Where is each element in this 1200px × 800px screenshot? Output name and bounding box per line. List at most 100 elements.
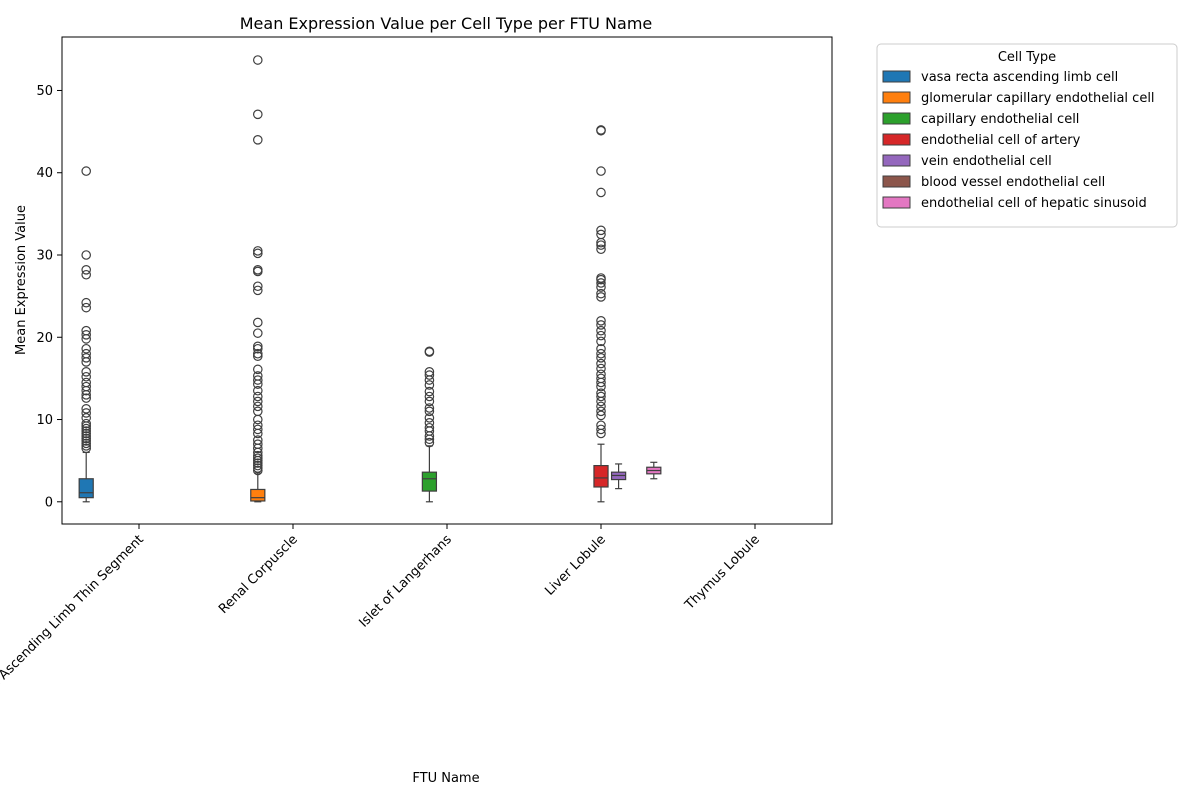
outlier-point xyxy=(81,371,91,382)
outlier-point xyxy=(81,250,91,260)
outlier-point xyxy=(596,358,606,369)
outlier-point xyxy=(424,403,435,413)
outlier-point xyxy=(252,364,263,375)
outlier-point xyxy=(424,396,435,407)
legend-title: Cell Type xyxy=(998,50,1056,65)
outlier-point xyxy=(424,406,435,417)
outlier-point xyxy=(596,278,606,288)
box-iqr xyxy=(78,478,94,499)
outlier-point xyxy=(252,463,263,473)
outlier-point xyxy=(81,438,91,449)
outlier-point xyxy=(81,353,91,363)
x-tick-label: Renal Corpuscle xyxy=(216,532,301,617)
outlier-point xyxy=(252,424,263,435)
x-tick-label: Liver Lobule xyxy=(542,532,609,599)
outlier-point xyxy=(252,246,263,256)
outlier-point xyxy=(252,453,263,463)
outlier-point xyxy=(596,282,606,292)
legend: Cell Type vasa recta ascending limb cell g… xyxy=(876,43,1178,228)
outlier-point xyxy=(81,269,91,280)
outlier-point xyxy=(252,281,263,292)
outlier-point xyxy=(81,297,91,308)
outlier-point xyxy=(596,240,606,250)
legend-entry: endothelial cell of artery xyxy=(921,133,1081,148)
outlier-point xyxy=(596,363,606,374)
outlier-point xyxy=(596,288,606,299)
outlier-point xyxy=(81,408,91,418)
box-iqr xyxy=(593,464,609,488)
outlier-point xyxy=(424,418,435,428)
outlier-point xyxy=(596,316,606,326)
outlier-point xyxy=(424,413,435,423)
outlier-point xyxy=(596,292,606,302)
outlier-point xyxy=(81,428,91,439)
outlier-point xyxy=(596,410,606,421)
outlier-point xyxy=(81,433,91,444)
outlier-point xyxy=(252,371,263,381)
outlier-point xyxy=(252,109,263,120)
outlier-point xyxy=(81,404,91,414)
legend-entry: blood vessel endothelial cell xyxy=(921,175,1105,190)
outlier-point xyxy=(596,330,606,341)
outlier-point xyxy=(81,426,91,436)
outlier-point xyxy=(424,370,435,380)
outlier-point xyxy=(252,351,263,361)
outlier-point xyxy=(596,424,606,435)
outlier-point xyxy=(81,348,91,359)
outlier-point xyxy=(252,343,263,354)
x-tick-label: Loop Of Henle Ascending Limb Thin Segmen… xyxy=(0,532,147,751)
outlier-point xyxy=(81,265,91,275)
outlier-point xyxy=(252,396,263,407)
outlier-point xyxy=(596,125,606,135)
y-tick-label: 40 xyxy=(36,166,53,181)
outlier-point xyxy=(424,380,435,390)
outlier-point xyxy=(596,401,606,412)
outlier-point xyxy=(252,391,263,402)
y-tick-label: 10 xyxy=(36,413,53,428)
outlier-point xyxy=(252,465,263,476)
outlier-point xyxy=(596,336,606,347)
outlier-point xyxy=(596,225,606,236)
legend-entry: endothelial cell of hepatic sinusoid xyxy=(921,196,1147,211)
outlier-point xyxy=(252,460,263,471)
plot-area: 0 10 20 30 40 50 Loop Of Henle Ascending Limb … xyxy=(0,36,833,751)
outlier-point xyxy=(596,273,606,283)
outlier-point xyxy=(252,55,263,65)
outlier-point xyxy=(81,166,91,176)
outlier-point xyxy=(252,248,263,259)
legend-swatch xyxy=(882,112,911,125)
legend-swatch xyxy=(882,154,911,167)
outlier-point xyxy=(252,341,263,352)
outlier-point xyxy=(252,450,263,461)
outlier-point xyxy=(596,406,606,417)
outlier-point xyxy=(81,377,91,388)
outlier-point xyxy=(596,391,606,402)
outlier-point xyxy=(252,406,263,417)
x-tick-label: Islet of Langerhans xyxy=(356,532,455,631)
outlier-point xyxy=(81,302,91,313)
x-axis-label: FTU Name xyxy=(412,771,479,786)
outlier-point xyxy=(81,413,91,423)
x-tick-label: Thymus Lobule xyxy=(682,532,763,613)
outlier-point xyxy=(596,373,606,384)
outlier-point xyxy=(596,320,606,330)
y-axis-label: Mean Expression Value xyxy=(14,205,29,355)
outlier-point xyxy=(81,329,91,340)
y-tick-label: 0 xyxy=(45,495,53,510)
box-vein-endothelial-cell xyxy=(610,463,627,490)
legend-swatch xyxy=(882,175,911,188)
box-glomerular-capillary-endothelial-cell xyxy=(250,55,266,503)
outlier-point xyxy=(252,317,263,328)
legend-entry: vein endothelial cell xyxy=(921,154,1052,169)
outlier-point xyxy=(424,422,435,433)
outlier-point xyxy=(596,369,606,380)
outlier-point xyxy=(81,443,91,454)
outlier-point xyxy=(596,229,606,240)
outlier-point xyxy=(596,325,606,336)
outlier-point xyxy=(81,436,91,446)
outlier-point xyxy=(596,343,606,354)
outlier-point xyxy=(252,135,263,145)
outlier-point xyxy=(596,396,606,407)
outlier-point xyxy=(252,348,263,359)
